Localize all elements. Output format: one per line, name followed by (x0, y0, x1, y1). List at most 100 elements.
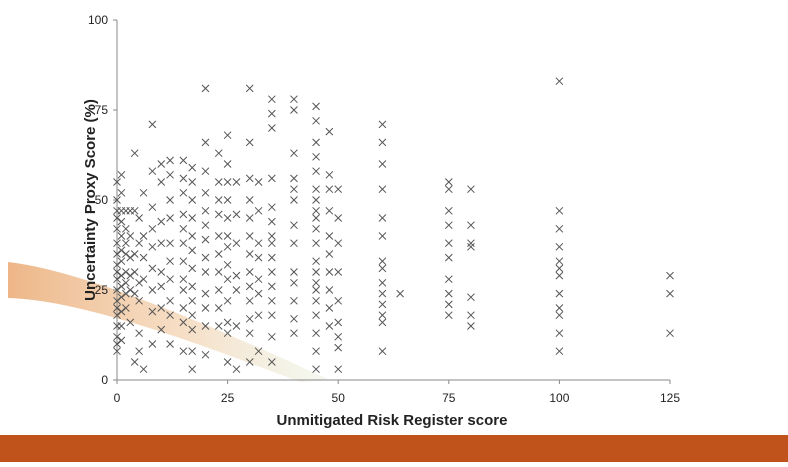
data-point (467, 186, 474, 193)
data-point (467, 312, 474, 319)
data-point (215, 287, 222, 294)
data-point (268, 204, 275, 211)
data-point (189, 197, 196, 204)
data-point (224, 132, 231, 139)
data-point (255, 276, 262, 283)
data-point (246, 85, 253, 92)
data-point (313, 139, 320, 146)
data-point (202, 139, 209, 146)
data-point (556, 258, 563, 265)
data-point (180, 189, 187, 196)
data-point (202, 168, 209, 175)
data-point (326, 186, 333, 193)
data-point (246, 175, 253, 182)
data-point (224, 276, 231, 283)
data-point (118, 337, 125, 344)
data-point (202, 236, 209, 243)
data-point (290, 107, 297, 114)
data-point (180, 348, 187, 355)
data-point (326, 128, 333, 135)
page: {"chart_data": { "type": "scatter", "x_l… (0, 0, 788, 462)
data-point (290, 222, 297, 229)
data-point (379, 312, 386, 319)
data-point (224, 319, 231, 326)
x-axis-title: Unmitigated Risk Register score (277, 412, 508, 429)
data-point (118, 233, 125, 240)
data-point (326, 269, 333, 276)
data-point (202, 290, 209, 297)
data-point (445, 207, 452, 214)
data-point (136, 215, 143, 222)
data-point (255, 254, 262, 261)
data-point (313, 366, 320, 373)
data-point (313, 103, 320, 110)
data-point (180, 225, 187, 232)
data-point (379, 233, 386, 240)
data-point (202, 254, 209, 261)
data-point (379, 301, 386, 308)
data-point (313, 153, 320, 160)
data-point (445, 222, 452, 229)
data-point (122, 240, 129, 247)
data-point (268, 240, 275, 247)
data-point (167, 297, 174, 304)
data-point (149, 204, 156, 211)
data-point (127, 287, 134, 294)
data-point (379, 258, 386, 265)
data-point (122, 225, 129, 232)
data-point (224, 297, 231, 304)
data-point (246, 233, 253, 240)
data-point (149, 265, 156, 272)
data-point (189, 297, 196, 304)
data-point (667, 272, 674, 279)
data-point (189, 215, 196, 222)
data-point (313, 312, 320, 319)
data-point (180, 258, 187, 265)
data-point (326, 233, 333, 240)
data-point (667, 290, 674, 297)
data-point (246, 139, 253, 146)
data-point (290, 330, 297, 337)
data-point (167, 197, 174, 204)
data-point (140, 276, 147, 283)
data-point (467, 294, 474, 301)
data-point (445, 301, 452, 308)
y-axis-title: Uncertainty Proxy Score (%) (82, 99, 99, 301)
data-point (158, 283, 165, 290)
data-point (224, 233, 231, 240)
data-point (556, 348, 563, 355)
data-point (246, 315, 253, 322)
data-point (233, 323, 240, 330)
data-point (140, 254, 147, 261)
data-point (335, 366, 342, 373)
data-point (326, 287, 333, 294)
data-point (445, 254, 452, 261)
data-point (379, 186, 386, 193)
data-point (149, 225, 156, 232)
data-point (268, 333, 275, 340)
data-point (255, 207, 262, 214)
data-point (224, 261, 231, 268)
data-point (127, 254, 134, 261)
data-point (158, 161, 165, 168)
data-point (167, 258, 174, 265)
x-tick-label: 50 (332, 391, 346, 405)
data-point (180, 287, 187, 294)
data-point (202, 222, 209, 229)
data-point (158, 179, 165, 186)
data-point (180, 211, 187, 218)
data-point (127, 272, 134, 279)
y-tick-label: 0 (101, 373, 108, 387)
data-point (268, 96, 275, 103)
data-point (189, 312, 196, 319)
data-point (556, 265, 563, 272)
data-point (215, 323, 222, 330)
data-point (118, 323, 125, 330)
data-point (290, 297, 297, 304)
data-point (313, 197, 320, 204)
data-point (233, 211, 240, 218)
data-point (445, 312, 452, 319)
data-point (268, 233, 275, 240)
data-point (131, 359, 138, 366)
data-point (268, 312, 275, 319)
